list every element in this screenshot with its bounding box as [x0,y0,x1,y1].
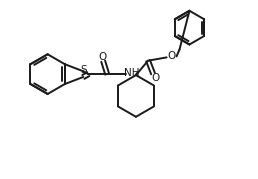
Text: O: O [98,52,106,62]
Text: S: S [80,65,87,75]
Text: NH: NH [124,68,140,78]
Text: O: O [151,72,159,83]
Text: O: O [167,51,176,61]
